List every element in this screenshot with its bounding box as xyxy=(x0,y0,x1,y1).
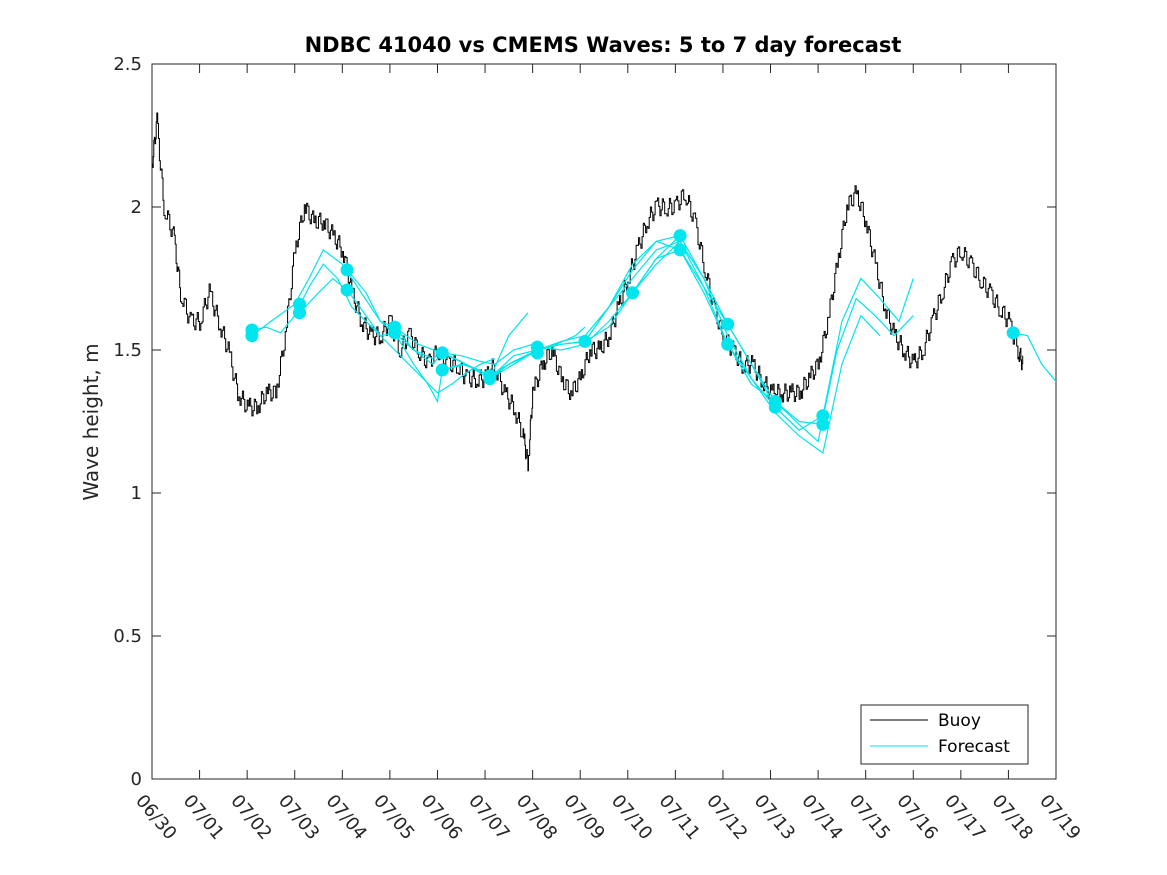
legend-box xyxy=(860,704,1029,765)
y-tick-label: 0 xyxy=(131,769,142,790)
y-tick-label: 2.5 xyxy=(113,54,142,75)
legend: Buoy Forecast xyxy=(860,704,1029,765)
y-tick-label: 0.5 xyxy=(113,626,142,647)
legend-buoy-label: Buoy xyxy=(938,711,981,731)
forecast-marker xyxy=(292,306,306,320)
forecast-marker xyxy=(530,346,544,360)
forecast-markers xyxy=(245,229,1020,431)
y-axis: 0 0.5 1 1.5 2 2.5 xyxy=(113,54,1056,790)
buoy-series xyxy=(152,112,1024,472)
forecast-marker xyxy=(340,283,354,297)
y-tick-label: 1.5 xyxy=(113,340,142,361)
forecast-marker xyxy=(673,229,687,243)
forecast-marker xyxy=(768,400,782,414)
legend-forecast-label: Forecast xyxy=(938,737,1010,757)
forecast-marker xyxy=(578,334,592,348)
forecast-marker xyxy=(245,329,259,343)
buoy-line xyxy=(152,112,1024,472)
forecast-marker xyxy=(673,243,687,257)
forecast-marker xyxy=(626,286,640,300)
forecast-line xyxy=(1013,332,1057,382)
chart-title: NDBC 41040 vs CMEMS Waves: 5 to 7 day fo… xyxy=(305,33,902,57)
forecast-line xyxy=(251,263,495,394)
forecast-marker xyxy=(435,363,449,377)
y-tick-label: 1 xyxy=(131,483,142,504)
forecast-marker xyxy=(340,263,354,277)
forecast-line xyxy=(584,240,914,443)
forecast-marker xyxy=(816,417,830,431)
y-axis-label: Wave height, m xyxy=(79,343,103,500)
forecast-marker xyxy=(483,372,497,386)
axes-box xyxy=(151,63,1057,780)
forecast-marker xyxy=(721,317,735,331)
forecast-marker xyxy=(1006,326,1020,340)
forecast-marker xyxy=(388,326,402,340)
forecast-marker xyxy=(721,337,735,351)
forecast-marker xyxy=(435,346,449,360)
y-tick-label: 2 xyxy=(131,197,142,218)
